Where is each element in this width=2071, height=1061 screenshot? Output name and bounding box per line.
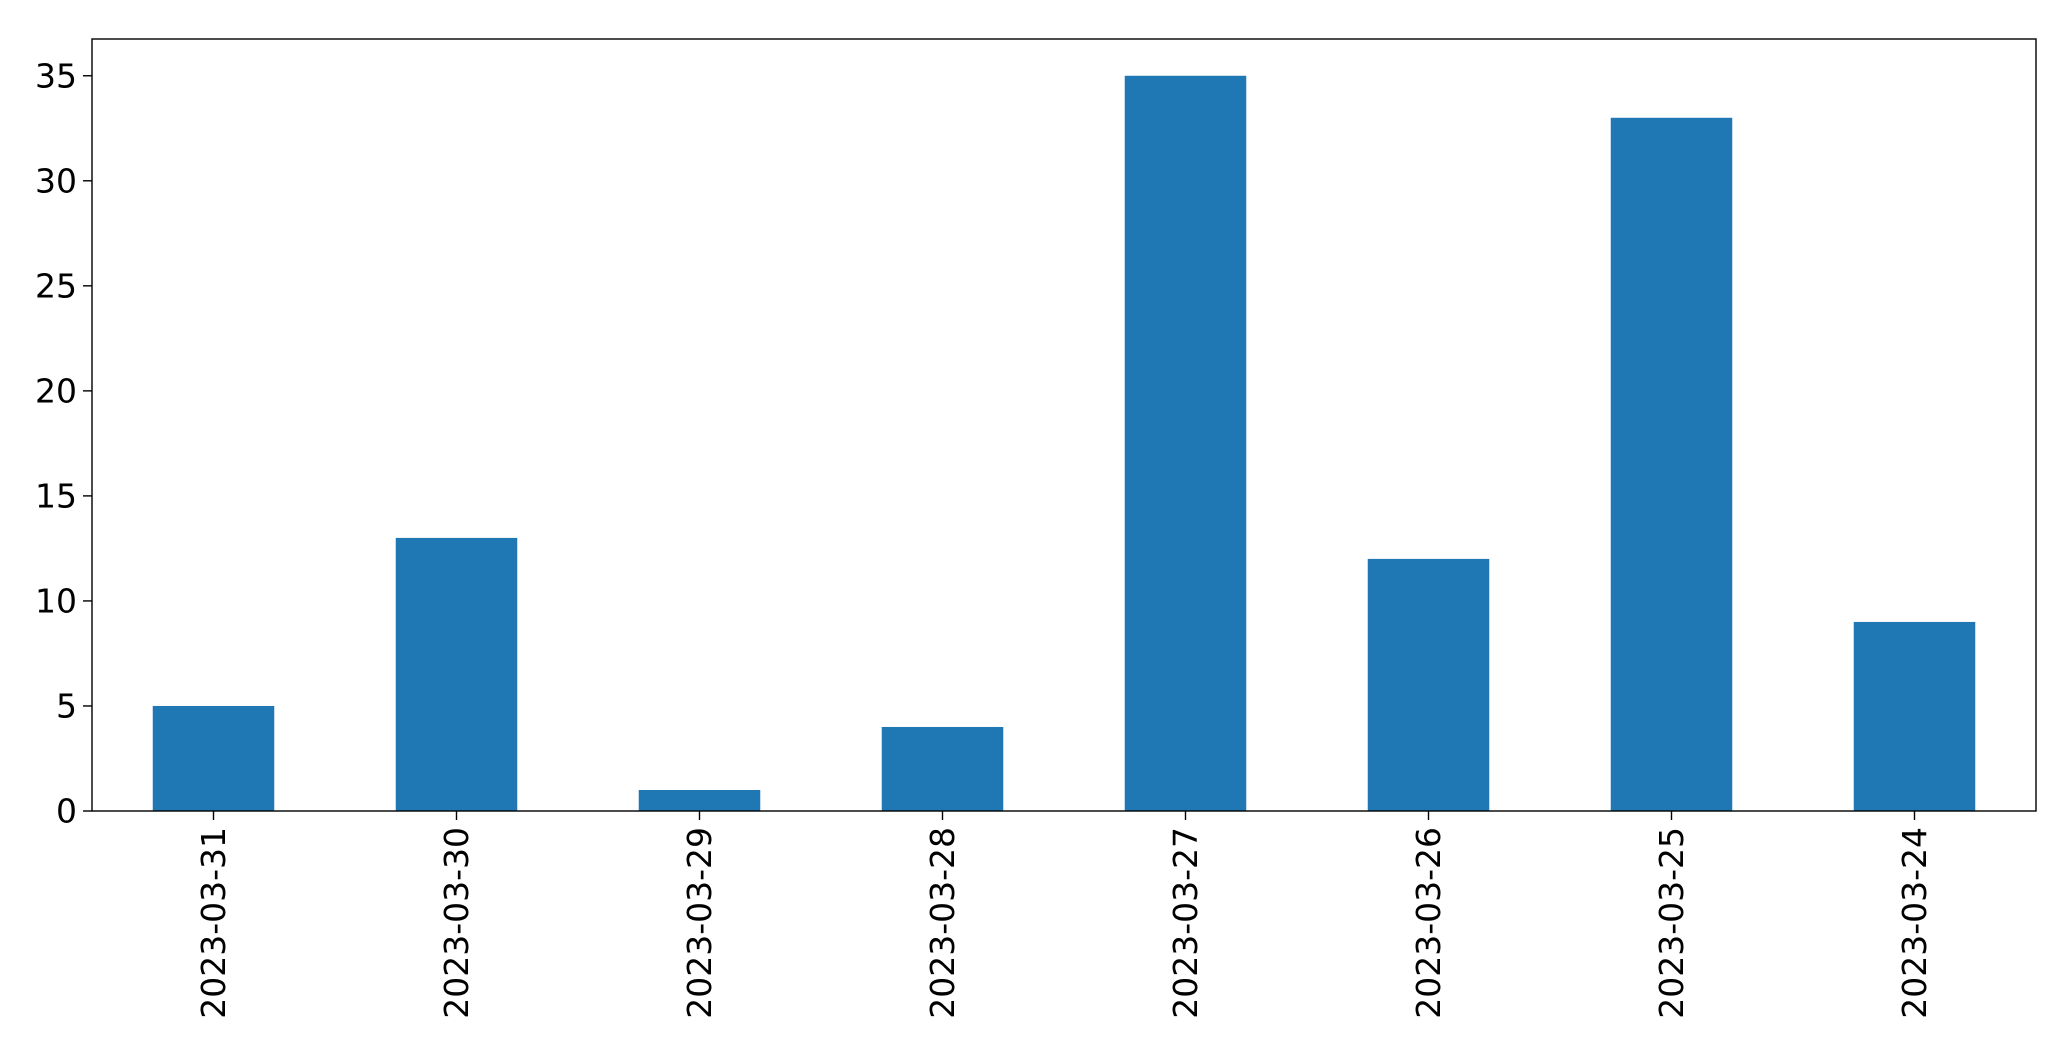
y-tick-label: 20 (35, 371, 77, 410)
y-tick-label: 15 (35, 476, 77, 515)
bar-2023-03-30 (395, 537, 518, 811)
bar-2023-03-27 (1124, 75, 1247, 811)
y-tick-label: 30 (35, 161, 77, 200)
y-tick-label: 0 (56, 792, 77, 831)
x-tick-label: 2023-03-27 (1166, 827, 1205, 1019)
y-tick-label: 25 (35, 266, 77, 305)
x-tick-label: 2023-03-30 (437, 827, 476, 1019)
bar-2023-03-26 (1367, 558, 1490, 811)
x-tick-label: 2023-03-24 (1895, 827, 1934, 1019)
bars-layer (152, 75, 1976, 811)
x-tick-label: 2023-03-25 (1652, 827, 1691, 1019)
bar-2023-03-25 (1610, 117, 1733, 811)
plot-area-frame (91, 38, 2037, 812)
y-tick-label: 10 (35, 581, 77, 620)
x-tick-label: 2023-03-29 (680, 827, 719, 1019)
y-axis: 0 5 10 15 20 25 30 35 (35, 56, 92, 831)
x-axis: 2023-03-31 2023-03-30 2023-03-29 2023-03-28… (194, 811, 1934, 1019)
x-tick-label: 2023-03-28 (923, 827, 962, 1019)
y-tick-label: 5 (56, 686, 77, 725)
bar-2023-03-31 (152, 705, 275, 811)
bar-2023-03-28 (881, 726, 1004, 811)
x-tick-label: 2023-03-31 (194, 827, 233, 1019)
bar-2023-03-24 (1853, 621, 1976, 811)
y-tick-label: 35 (35, 56, 77, 95)
bar-2023-03-29 (638, 789, 761, 811)
x-tick-label: 2023-03-26 (1409, 827, 1448, 1019)
